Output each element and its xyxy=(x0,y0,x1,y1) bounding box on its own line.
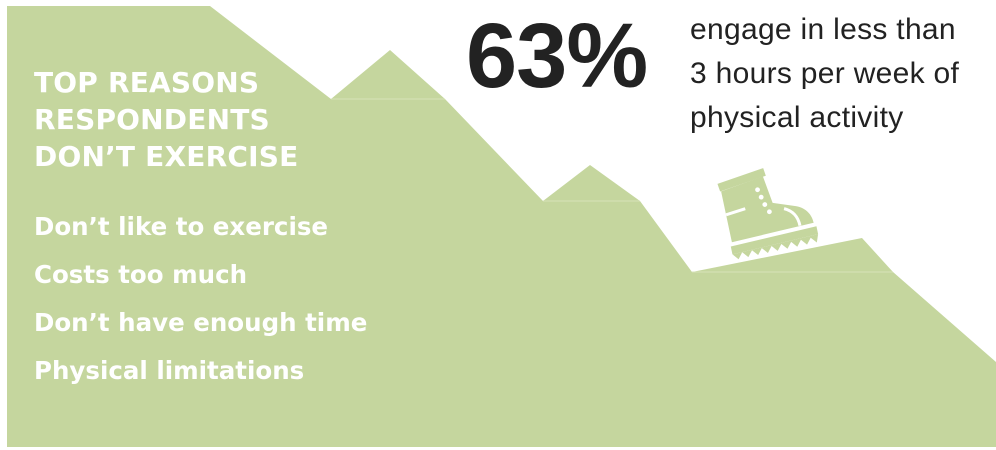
reasons-list: Don’t like to exercise Costs too much Do… xyxy=(34,203,367,395)
stat-description: engage in less than 3 hours per week of … xyxy=(690,8,994,140)
reason-item: Don’t have enough time xyxy=(34,308,368,337)
mountain-shape xyxy=(7,6,996,447)
stat-description-line: engage in less than xyxy=(690,13,956,46)
ledge-lines xyxy=(331,98,893,273)
stat-description-line: physical activity xyxy=(690,101,904,134)
heading-line: DON’T EXERCISE xyxy=(34,140,299,173)
heading-line: RESPONDENTS xyxy=(34,103,270,136)
reason-item: Don’t like to exercise xyxy=(34,212,329,241)
stat-percentage: 63% xyxy=(466,5,648,107)
reason-item: Physical limitations xyxy=(34,356,305,385)
heading-line: TOP REASONS xyxy=(34,66,260,99)
panel-heading: TOP REASONS RESPONDENTS DON’T EXERCISE xyxy=(34,64,354,175)
sneaker-icon xyxy=(717,168,819,260)
stat-description-line: 3 hours per week of xyxy=(690,57,960,90)
reason-item: Costs too much xyxy=(34,260,248,289)
